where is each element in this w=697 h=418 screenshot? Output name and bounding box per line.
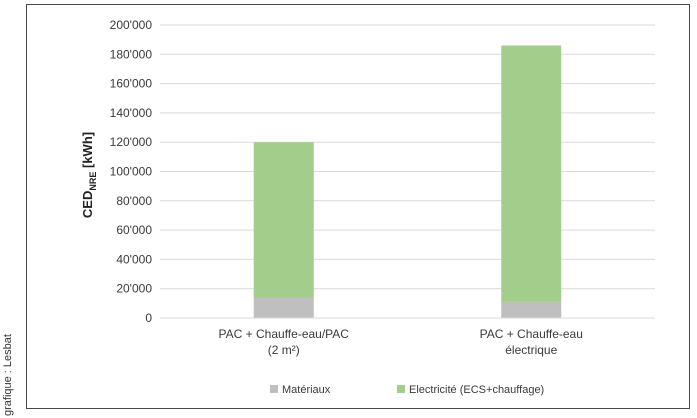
gridlines — [160, 24, 655, 290]
y-axis-label: CEDNRE [kWh] — [80, 132, 98, 218]
bars — [253, 45, 562, 318]
y-tick-label: 0 — [145, 311, 152, 325]
y-axis-ticks: 0 20'000 40'000 60'000 80'000 100'000 120'000 1… — [110, 18, 153, 325]
y-tick-label: 80'000 — [116, 194, 152, 208]
x-axis-categories: PAC + Chauffe-eau/PAC (2 m²) PAC + Chauffe… — [219, 327, 583, 357]
y-tick-label: 100'000 — [110, 165, 153, 179]
y-tick-label: 180'000 — [110, 47, 153, 61]
y-tick-label: 40'000 — [116, 252, 152, 266]
x-category-label: électrique — [505, 343, 557, 357]
bar-segment — [501, 301, 562, 318]
y-tick-label: 160'000 — [110, 77, 153, 91]
y-tick-label: 200'000 — [110, 18, 153, 32]
bar-segment — [253, 297, 314, 318]
legend-swatch — [270, 385, 278, 393]
chart-frame — [26, 4, 690, 409]
x-category-label: PAC + Chauffe-eau/PAC — [219, 327, 350, 341]
y-tick-label: 120'000 — [110, 135, 153, 149]
legend-label: Electricité (ECS+chauffage) — [409, 384, 544, 396]
legend-label: Matériaux — [282, 384, 331, 396]
bar-segment — [501, 45, 562, 302]
bar-segment — [253, 142, 314, 298]
y-tick-label: 20'000 — [116, 282, 152, 296]
legend: Matériaux Electricité (ECS+chauffage) — [270, 384, 544, 396]
x-category-label: PAC + Chauffe-eau — [480, 327, 583, 341]
x-category-label: (2 m²) — [268, 343, 300, 357]
y-tick-label: 60'000 — [116, 223, 152, 237]
y-tick-label: 140'000 — [110, 106, 153, 120]
legend-swatch — [397, 385, 405, 393]
